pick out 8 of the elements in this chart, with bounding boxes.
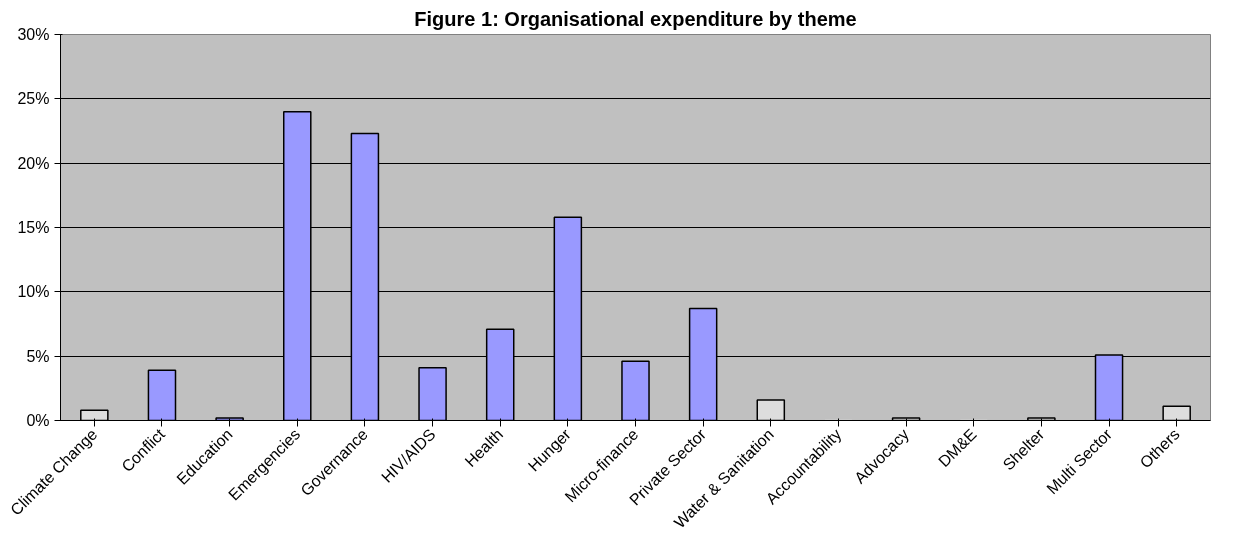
y-tick-label: 30% — [17, 26, 50, 43]
y-tick-label: 25% — [17, 90, 50, 108]
y-tick-label: 10% — [17, 283, 50, 301]
y-tick-label: 20% — [17, 154, 50, 172]
chart-title: Figure 1: Organisational expenditure by theme — [414, 7, 857, 30]
y-tick-label: 5% — [26, 347, 50, 365]
y-tick-label: 0% — [26, 412, 50, 429]
y-tick-label: 15% — [17, 219, 50, 236]
